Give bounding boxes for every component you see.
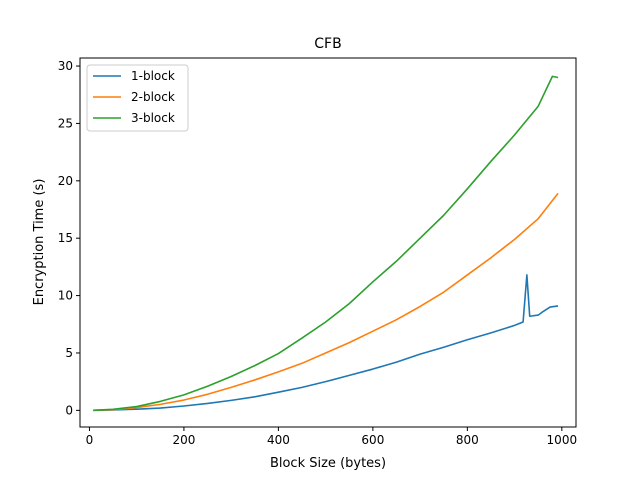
legend-label-3: 3-block xyxy=(131,111,175,125)
x-tick-label: 0 xyxy=(86,433,94,447)
legend: 1-block 2-block 3-block xyxy=(86,64,189,132)
y-tick-label: 10 xyxy=(58,289,73,303)
plot-frame xyxy=(79,57,577,428)
legend-label-1: 1-block xyxy=(131,69,175,83)
x-tick-label: 800 xyxy=(456,433,479,447)
x-tick-label: 200 xyxy=(172,433,195,447)
y-axis-label: Encryption Time (s) xyxy=(32,179,47,306)
series-layer xyxy=(93,75,559,412)
x-axis-ticks: 0 200 400 600 800 1000 xyxy=(86,427,577,447)
series-line-1 xyxy=(93,274,559,412)
y-tick-label: 25 xyxy=(58,116,73,130)
y-tick-label: 15 xyxy=(58,231,73,245)
y-tick-label: 20 xyxy=(58,174,73,188)
y-tick-label: 30 xyxy=(58,59,73,73)
x-axis-label: Block Size (bytes) xyxy=(270,456,386,471)
y-tick-label: 5 xyxy=(65,346,73,360)
x-tick-label: 600 xyxy=(361,433,384,447)
legend-box xyxy=(86,64,189,132)
y-tick-label: 0 xyxy=(65,403,73,417)
x-tick-label: 1000 xyxy=(547,433,578,447)
y-axis-ticks: 0 5 10 15 20 25 30 xyxy=(58,59,80,417)
x-tick-label: 400 xyxy=(267,433,290,447)
chart-title: CFB xyxy=(314,36,341,52)
series-line-3 xyxy=(93,75,559,412)
series-line-2 xyxy=(93,192,559,412)
legend-label-2: 2-block xyxy=(131,90,175,104)
